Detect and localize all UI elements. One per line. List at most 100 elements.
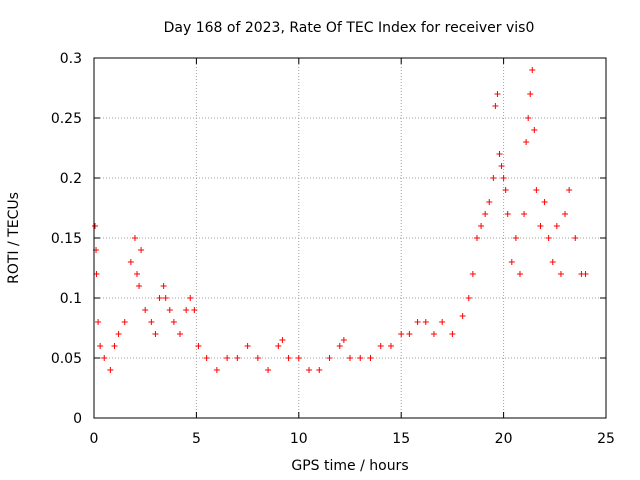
data-point [406,331,413,337]
grid [94,58,606,418]
x-tick-label: 20 [495,431,513,447]
data-point [97,343,104,349]
data-point [234,355,241,361]
y-tick-label: 0.2 [60,171,82,187]
x-tick-label: 15 [392,431,410,447]
data-point [203,355,210,361]
data-point [295,355,302,361]
data-point [136,283,143,289]
data-point [377,343,384,349]
data-point [439,319,446,325]
x-tick-label: 5 [192,431,201,447]
y-tick-label: 0.15 [51,231,82,247]
data-point [347,355,353,361]
data-point [357,355,364,361]
data-point [224,355,231,361]
data-point [244,343,251,349]
y-tick-label: 0 [73,411,82,427]
data-point [512,235,519,241]
data-point [582,271,589,277]
axis-ticks [93,57,607,419]
tick-labels: 0 5 10 15 20 25 0 0.05 0.1 0.15 0.2 0.25 0.3 [51,51,615,447]
y-tick-label: 0.25 [51,111,82,127]
data-point [414,319,421,325]
data-point [131,235,138,241]
data-point [367,355,374,361]
data-point [275,343,282,349]
data-point [459,313,466,319]
x-axis-label: GPS time / hours [291,458,408,474]
data-point [265,367,272,373]
data-point [525,115,532,121]
data-point [473,235,480,241]
data-point [496,151,503,157]
data-point [121,319,128,325]
data-point [340,337,347,343]
data-point [285,355,292,361]
data-point [469,271,476,277]
data-point [449,331,456,337]
data-point [531,127,538,133]
data-point [152,331,159,337]
y-axis-label: ROTI / TECUs [6,192,22,284]
data-point [336,343,343,349]
data-point [486,199,493,205]
data-point [170,319,177,325]
data-point [111,343,118,349]
data-point [162,295,169,301]
data-point [279,337,286,343]
data-point [523,139,530,145]
data-point [492,103,499,109]
data-point [387,343,394,349]
data-point [195,343,202,349]
data-point [478,223,485,229]
data-point [490,175,497,181]
data-point [422,319,429,325]
data-point [553,223,560,229]
y-tick-label: 0.1 [60,291,82,307]
data-point [254,355,261,361]
y-tick-label: 0.05 [51,351,82,367]
x-tick-label: 25 [597,431,615,447]
data-point [541,199,548,205]
data-point [101,355,108,361]
data-point [537,223,544,229]
x-tick-label: 0 [90,431,99,447]
data-point [95,319,102,325]
data-point [398,331,405,337]
y-tick-label: 0.3 [60,51,82,67]
data-point [115,331,122,337]
data-points [92,67,589,373]
chart-title: Day 168 of 2023, Rate Of TEC Index for r… [164,20,535,36]
data-point [557,271,564,277]
data-point [545,235,552,241]
data-point [494,91,501,97]
data-point [187,295,194,301]
data-point [134,271,141,277]
data-point [498,163,505,169]
data-point [177,331,184,337]
data-point [521,211,528,217]
data-point [500,175,507,181]
data-point [142,307,149,313]
data-point [529,67,536,73]
data-point [156,295,163,301]
data-point [566,187,573,193]
data-point [138,247,145,253]
data-point [127,259,134,265]
data-point [107,367,114,373]
data-point [549,259,556,265]
data-point [533,187,540,193]
data-point [516,271,523,277]
data-point [191,307,198,313]
data-point [465,295,472,301]
data-point [326,355,333,361]
data-point [92,223,99,229]
data-point [183,307,190,313]
data-point [316,367,323,373]
data-point [430,331,437,337]
data-point [572,235,579,241]
data-point [213,367,220,373]
